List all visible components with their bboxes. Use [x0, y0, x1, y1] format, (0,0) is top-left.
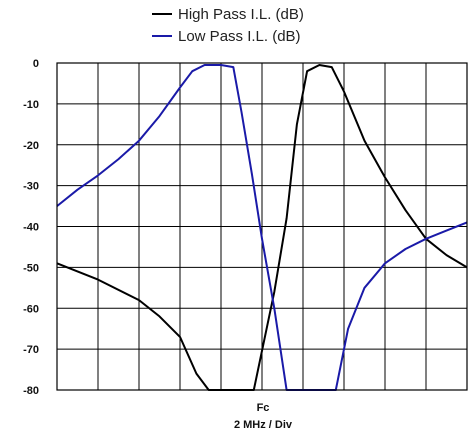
x-axis-label: 2 MHz / Div: [234, 419, 293, 431]
legend: High Pass I.L. (dB) Low Pass I.L. (dB): [152, 6, 304, 45]
y-tick-label: -50: [23, 262, 39, 274]
y-tick-labels: 0 -10 -20 -30 -40 -50 -60 -70 -80: [23, 58, 39, 397]
y-tick-label: -80: [23, 385, 39, 397]
y-tick-label: -10: [23, 99, 39, 111]
legend-label-high-pass: High Pass I.L. (dB): [178, 6, 304, 23]
plot-grid: [57, 63, 467, 390]
y-tick-label: -20: [23, 140, 39, 152]
y-tick-label: -70: [23, 344, 39, 356]
series-lines: [56, 64, 468, 391]
y-tick-label: -30: [23, 181, 39, 193]
series-line-high-pass: [56, 64, 468, 391]
x-axis-center-label: Fc: [257, 402, 270, 414]
y-tick-label: -60: [23, 303, 39, 315]
y-tick-label: 0: [33, 58, 39, 70]
y-tick-label: -40: [23, 222, 39, 234]
legend-label-low-pass: Low Pass I.L. (dB): [178, 28, 301, 45]
series-line-low-pass: [56, 64, 468, 391]
plot-frame: [56, 62, 468, 391]
